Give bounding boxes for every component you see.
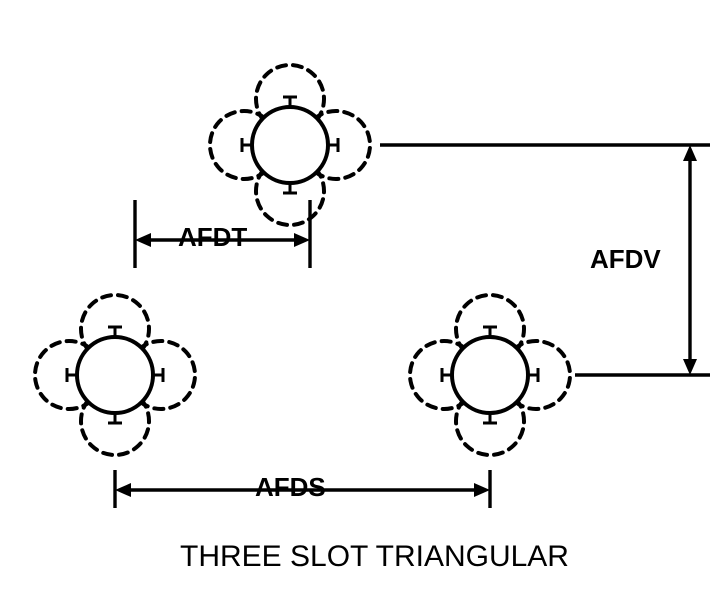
slot-hole-top xyxy=(204,59,376,231)
dim-label-afdt: AFDT xyxy=(178,222,247,253)
diagram-stage: AFDT AFDS AFDV THREE SLOT TRIANGULAR xyxy=(0,0,728,614)
dim-label-afdv: AFDV xyxy=(590,244,661,275)
slot-hole-right xyxy=(404,289,576,461)
dim-label-afds: AFDS xyxy=(255,472,326,503)
diagram-title: THREE SLOT TRIANGULAR xyxy=(180,540,569,574)
slot-hole-left xyxy=(29,289,201,461)
